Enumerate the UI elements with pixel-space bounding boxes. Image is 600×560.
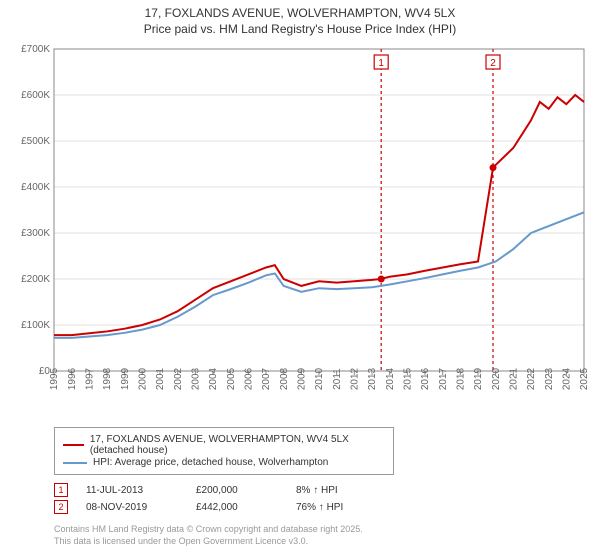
sales-row-date: 08-NOV-2019 [86, 502, 196, 513]
svg-text:1999: 1999 [120, 368, 131, 391]
svg-text:2: 2 [490, 58, 496, 69]
svg-text:2008: 2008 [279, 368, 290, 391]
title-line-1: 17, FOXLANDS AVENUE, WOLVERHAMPTON, WV4 … [10, 6, 590, 22]
svg-text:1996: 1996 [67, 368, 78, 391]
sales-row-price: £200,000 [196, 485, 296, 496]
svg-text:2018: 2018 [456, 368, 467, 391]
svg-text:2023: 2023 [544, 368, 555, 391]
footer: Contains HM Land Registry data © Crown c… [54, 524, 590, 547]
footer-line-1: Contains HM Land Registry data © Crown c… [54, 524, 590, 536]
svg-text:2005: 2005 [226, 368, 237, 391]
footer-line-2: This data is licensed under the Open Gov… [54, 536, 590, 548]
sales-row-pct: 76% ↑ HPI [296, 502, 396, 513]
svg-text:1995: 1995 [49, 368, 60, 391]
svg-text:2002: 2002 [173, 368, 184, 391]
svg-text:£600K: £600K [21, 90, 50, 101]
svg-text:2007: 2007 [261, 368, 272, 391]
sales-row-pct: 8% ↑ HPI [296, 485, 396, 496]
svg-text:2022: 2022 [526, 368, 537, 391]
svg-text:2009: 2009 [297, 368, 308, 391]
sales-row-marker: 1 [54, 483, 68, 497]
chart-plot: £0£100K£200K£300K£400K£500K£600K£700K199… [10, 41, 590, 421]
svg-text:2012: 2012 [350, 368, 361, 391]
legend-row: 17, FOXLANDS AVENUE, WOLVERHAMPTON, WV4 … [63, 434, 385, 456]
sales-row: 1 11-JUL-2013£200,0008% ↑ HPI [54, 483, 590, 497]
svg-text:2017: 2017 [438, 368, 449, 391]
legend-row: HPI: Average price, detached house, Wolv… [63, 457, 385, 468]
svg-text:2013: 2013 [367, 368, 378, 391]
svg-text:2019: 2019 [473, 368, 484, 391]
sales-row: 2 08-NOV-2019£442,00076% ↑ HPI [54, 500, 590, 514]
legend-swatch [63, 444, 84, 446]
title-block: 17, FOXLANDS AVENUE, WOLVERHAMPTON, WV4 … [10, 6, 590, 37]
svg-text:£700K: £700K [21, 44, 50, 55]
svg-text:2024: 2024 [562, 368, 573, 391]
legend-label: 17, FOXLANDS AVENUE, WOLVERHAMPTON, WV4 … [90, 434, 385, 456]
sales-table: 1 11-JUL-2013£200,0008% ↑ HPI 2 08-NOV-2019… [54, 483, 590, 514]
svg-text:2016: 2016 [420, 368, 431, 391]
chart-container: 17, FOXLANDS AVENUE, WOLVERHAMPTON, WV4 … [0, 0, 600, 560]
svg-text:2015: 2015 [403, 368, 414, 391]
sales-row-price: £442,000 [196, 502, 296, 513]
svg-text:2020: 2020 [491, 368, 502, 391]
svg-text:£100K: £100K [21, 320, 50, 331]
legend-swatch [63, 462, 87, 464]
svg-text:2001: 2001 [155, 368, 166, 391]
svg-text:2003: 2003 [191, 368, 202, 391]
svg-text:£200K: £200K [21, 274, 50, 285]
title-line-2: Price paid vs. HM Land Registry's House … [10, 22, 590, 38]
svg-text:2014: 2014 [385, 368, 396, 391]
sales-row-date: 11-JUL-2013 [86, 485, 196, 496]
chart-svg: £0£100K£200K£300K£400K£500K£600K£700K199… [10, 41, 590, 421]
svg-text:2000: 2000 [138, 368, 149, 391]
svg-text:2006: 2006 [244, 368, 255, 391]
svg-text:£500K: £500K [21, 136, 50, 147]
svg-text:1997: 1997 [85, 368, 96, 391]
svg-text:2021: 2021 [509, 368, 520, 391]
svg-text:1998: 1998 [102, 368, 113, 391]
svg-text:£300K: £300K [21, 228, 50, 239]
svg-text:2010: 2010 [314, 368, 325, 391]
legend-label: HPI: Average price, detached house, Wolv… [93, 457, 328, 468]
svg-text:1: 1 [378, 58, 384, 69]
svg-text:2004: 2004 [208, 368, 219, 391]
legend: 17, FOXLANDS AVENUE, WOLVERHAMPTON, WV4 … [54, 427, 394, 475]
svg-text:2011: 2011 [332, 368, 343, 390]
svg-text:2025: 2025 [579, 368, 590, 391]
sales-row-marker: 2 [54, 500, 68, 514]
svg-text:£400K: £400K [21, 182, 50, 193]
